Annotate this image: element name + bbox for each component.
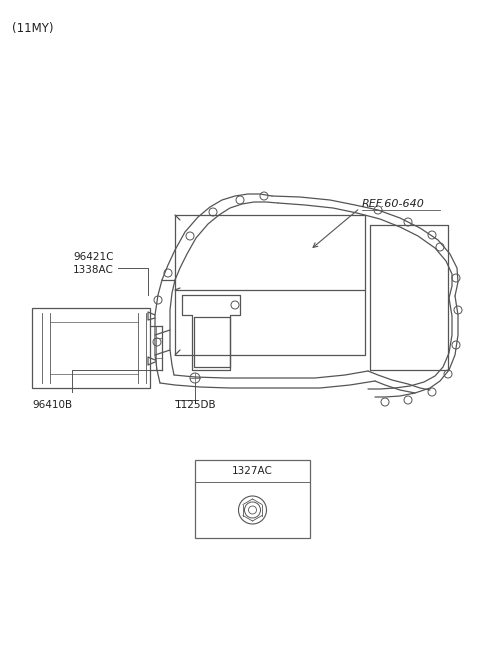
Text: 1125DB: 1125DB	[175, 400, 216, 410]
Text: (11MY): (11MY)	[12, 22, 53, 35]
Text: 96421C: 96421C	[73, 252, 113, 262]
Text: 96410B: 96410B	[32, 400, 72, 410]
Text: 1327AC: 1327AC	[232, 466, 273, 476]
Bar	[32, 308, 150, 388]
Bar	[195, 460, 310, 538]
Text: REF.60-640: REF.60-640	[362, 199, 425, 209]
Text: 1338AC: 1338AC	[73, 265, 114, 275]
